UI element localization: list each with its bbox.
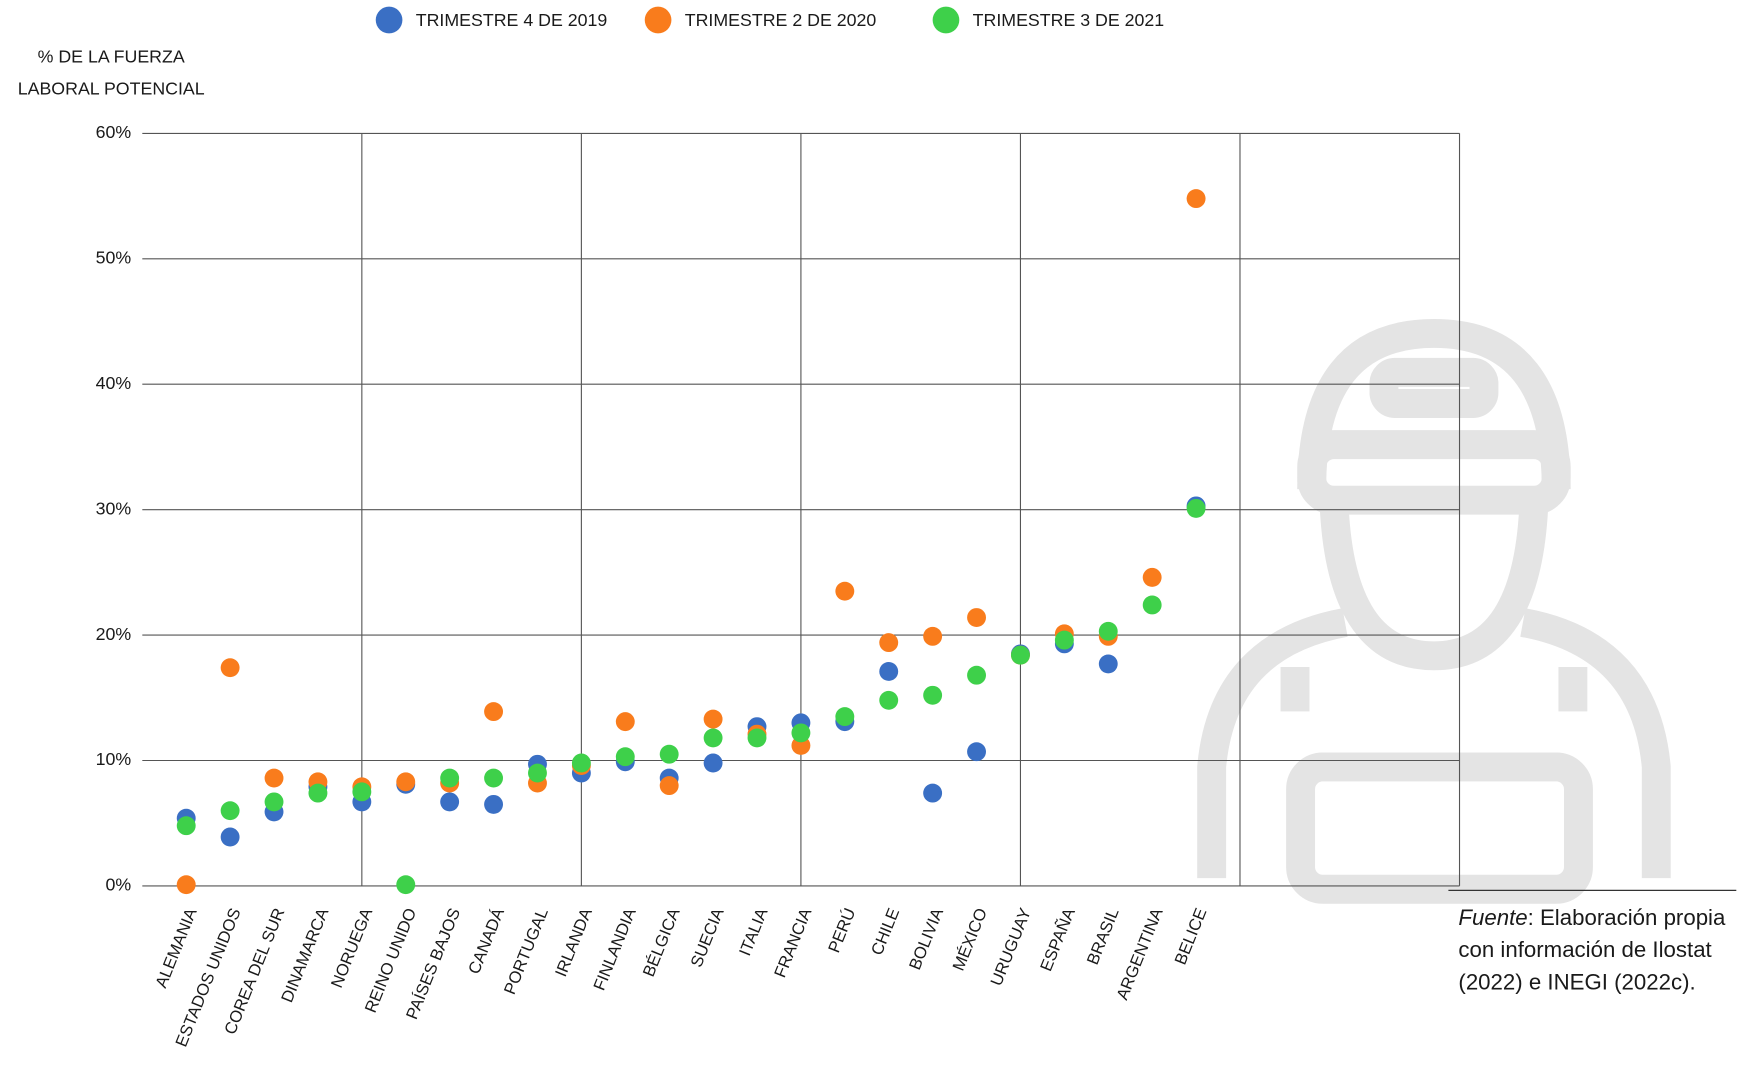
x-tick-label: MÉXICO — [949, 905, 991, 973]
legend-marker — [932, 6, 960, 34]
y-tick-label: 50% — [96, 248, 132, 268]
y-tick-label: 60% — [96, 122, 132, 142]
x-tick-label: BOLIVIA — [905, 904, 947, 972]
y-tick-label: 0% — [106, 875, 132, 895]
x-tick-label: BRASIL — [1083, 905, 1123, 967]
data-point — [308, 783, 328, 803]
data-point — [220, 658, 240, 678]
x-tick-label: NORUEGA — [327, 904, 376, 990]
x-tick-label: ESPAÑA — [1035, 904, 1079, 974]
data-point — [176, 816, 196, 836]
data-point — [923, 626, 943, 646]
data-point — [967, 742, 986, 762]
x-tick-label: CHILE — [867, 905, 903, 958]
legend-marker — [375, 6, 403, 34]
x-tick-label: FRANCIA — [770, 904, 815, 980]
source-note: Fuente: Elaboración propia con informaci… — [1458, 903, 1736, 1000]
data-point — [835, 707, 855, 727]
data-point — [703, 709, 723, 729]
data-point — [1011, 645, 1030, 665]
data-point — [1098, 621, 1118, 641]
legend-label: TRIMESTRE 2 DE 2020 — [685, 10, 877, 30]
data-point — [571, 753, 591, 773]
data-point — [703, 728, 723, 748]
data-point — [615, 747, 635, 767]
data-point — [659, 744, 679, 764]
legend-label: TRIMESTRE 3 DE 2021 — [973, 10, 1165, 30]
source-box: Fuente: Elaboración propia con informaci… — [1458, 903, 1736, 1000]
data-point — [264, 792, 284, 812]
y-tick-label: 30% — [96, 498, 132, 518]
source-text: : Elaboración propia con información de … — [1458, 905, 1726, 995]
data-point — [615, 712, 635, 732]
data-point — [220, 827, 240, 847]
data-point — [1142, 595, 1162, 615]
x-tick-label: URUGUAY — [987, 905, 1035, 988]
x-tick-label: ITALIA — [735, 904, 772, 958]
data-point — [440, 792, 460, 812]
x-tick-label: ALEMANIA — [152, 904, 202, 990]
data-point — [879, 690, 899, 710]
data-point — [1098, 654, 1118, 674]
y-tick-label: 40% — [96, 373, 132, 393]
x-tick-label: PERÚ — [824, 905, 859, 955]
data-point — [879, 662, 899, 681]
y-axis-label: % DE LA FUERZA — [38, 47, 185, 67]
x-tick-label: BÉLGICA — [639, 904, 684, 979]
x-tick-label: BELICE — [1171, 905, 1211, 967]
data-point — [264, 768, 284, 788]
data-point — [176, 875, 196, 895]
data-point — [923, 783, 943, 803]
x-tick-label: IRLANDA — [551, 904, 596, 979]
data-point — [791, 723, 811, 743]
legend-label: TRIMESTRE 4 DE 2019 — [416, 10, 608, 30]
data-point — [484, 794, 504, 814]
data-point — [967, 665, 986, 685]
y-tick-label: 20% — [96, 624, 132, 644]
data-point — [1186, 498, 1206, 518]
data-point — [923, 685, 943, 705]
data-point — [879, 633, 899, 653]
data-point — [1054, 630, 1074, 650]
x-tick-label: SUECIA — [687, 904, 728, 969]
data-point — [484, 768, 504, 788]
legend-marker — [644, 6, 672, 34]
data-point — [396, 772, 416, 792]
y-tick-label: 10% — [96, 749, 132, 769]
data-point — [747, 728, 767, 748]
data-point — [528, 763, 547, 783]
y-axis-label: LABORAL POTENCIAL — [18, 79, 205, 99]
data-point — [220, 801, 240, 821]
data-point — [703, 753, 723, 773]
data-point — [440, 768, 460, 788]
x-tick-label: FINLANDIA — [590, 904, 641, 993]
source-label: Fuente — [1458, 905, 1528, 931]
data-point — [352, 782, 372, 802]
x-tick-label: CANADÁ — [464, 904, 508, 976]
data-point — [967, 608, 986, 627]
watermark-icon — [1197, 319, 1671, 904]
data-point — [484, 702, 504, 722]
data-point — [1142, 567, 1162, 587]
data-point — [1186, 189, 1206, 209]
x-tick-label: DINAMARCA — [277, 904, 332, 1005]
x-tick-label: PORTUGAL — [500, 905, 552, 997]
data-point — [396, 875, 416, 895]
x-tick-label: ARGENTINA — [1113, 904, 1167, 1002]
data-point — [835, 581, 855, 601]
data-point — [659, 776, 679, 796]
